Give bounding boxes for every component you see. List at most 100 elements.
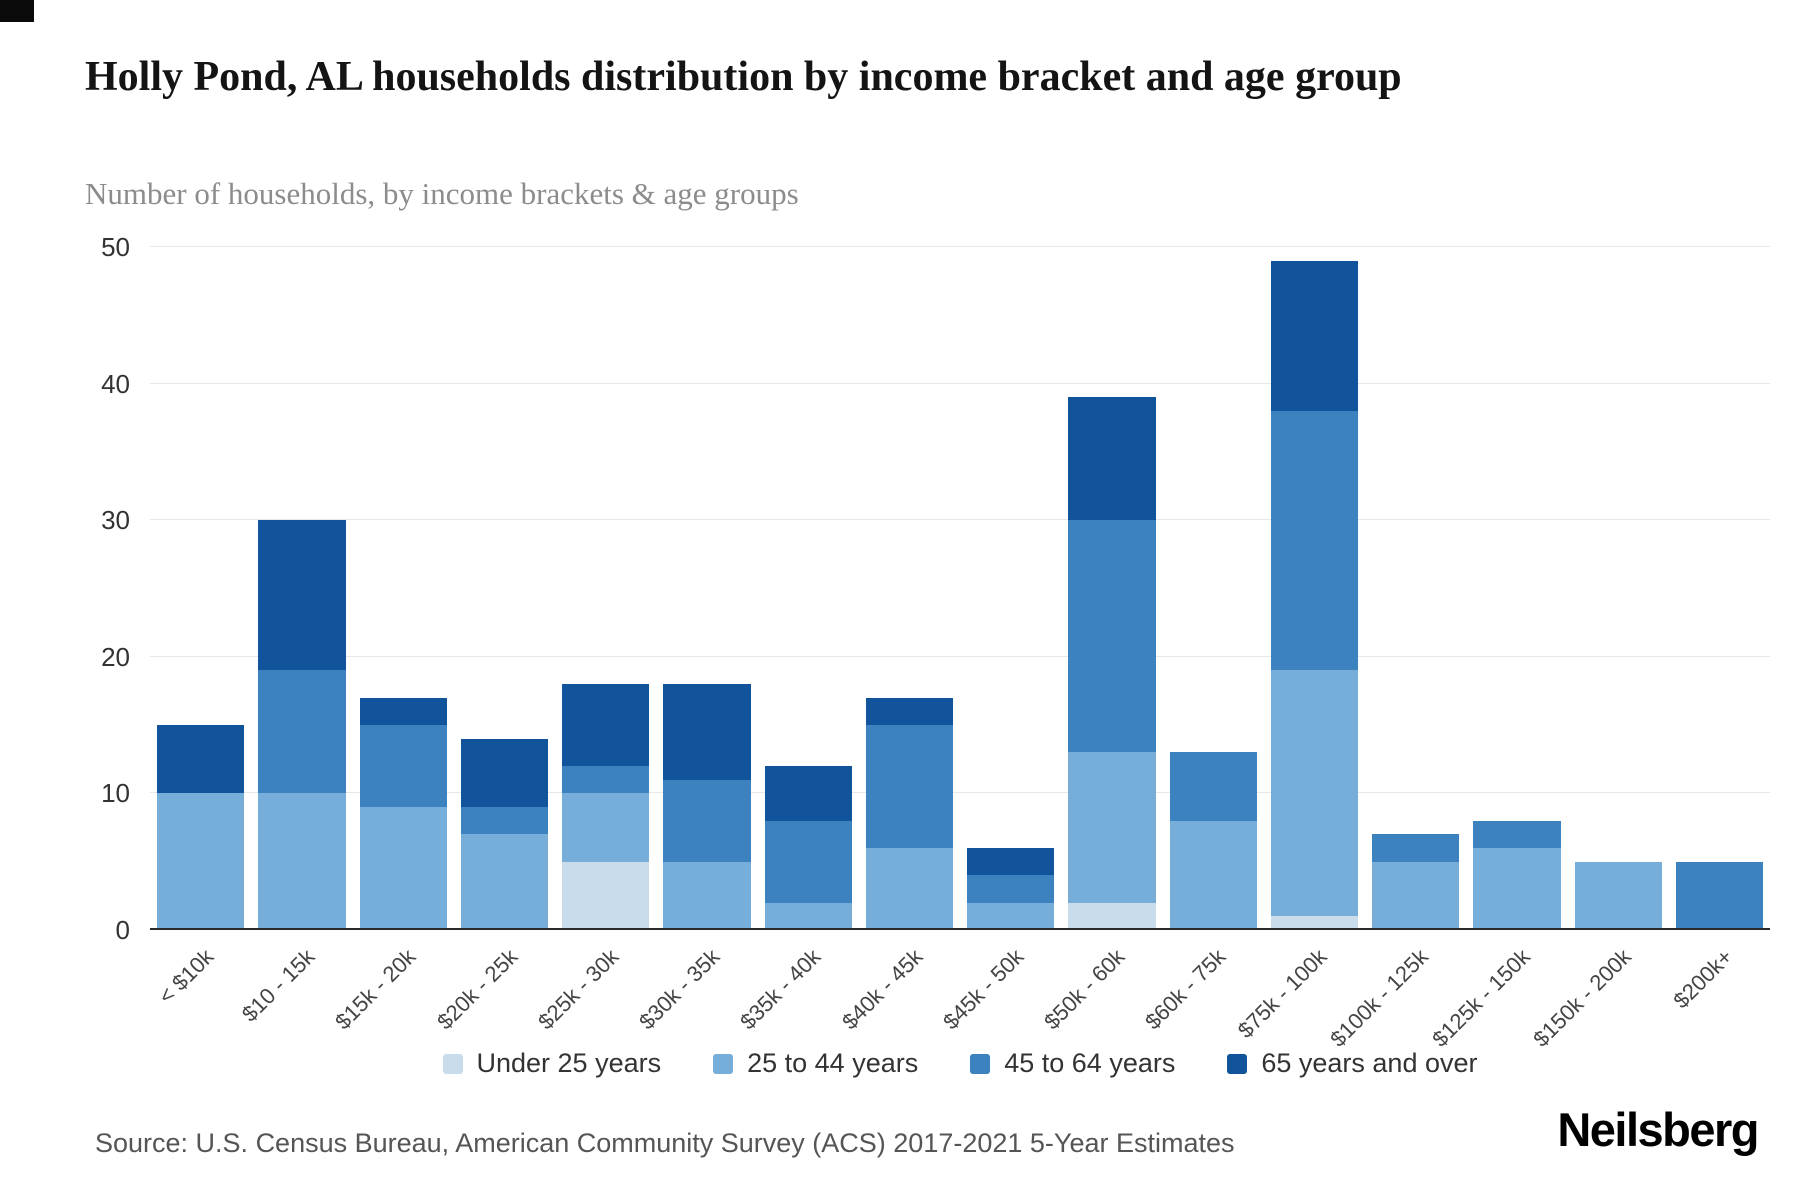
y-tick-label: 40 xyxy=(101,368,130,399)
x-tick-label: $100k - 125k xyxy=(1325,944,1434,1052)
legend-item[interactable]: Under 25 years xyxy=(442,1048,662,1079)
bars-container: < $10k $10 - 15k $15k - 20k $20k - 25k $25k … xyxy=(150,247,1770,1052)
bar-slot: $50k - 60k xyxy=(1039,247,1162,1034)
legend-label: 45 to 64 years xyxy=(1004,1048,1176,1078)
source-text: Source: U.S. Census Bureau, American Com… xyxy=(95,1128,1235,1158)
stacked-bar xyxy=(1473,820,1561,930)
bar-segment xyxy=(157,725,245,794)
bar-segment xyxy=(562,684,650,767)
bar-segment xyxy=(157,793,245,930)
legend-label: Under 25 years xyxy=(476,1048,662,1078)
y-tick-label: 50 xyxy=(101,232,130,262)
bar-slot: $40k - 45k xyxy=(837,247,960,1034)
x-tick-label: $10 - 15k xyxy=(237,944,320,1027)
legend-label: 25 to 44 years xyxy=(747,1048,919,1078)
bar-slot: $150k - 200k xyxy=(1528,247,1669,1052)
stacked-bar xyxy=(1574,861,1662,930)
bar-segment xyxy=(359,697,447,726)
gridline xyxy=(150,655,1770,657)
bar-segment xyxy=(967,875,1055,903)
stacked-bar xyxy=(663,684,751,930)
legend-item[interactable]: 65 years and over xyxy=(1227,1048,1478,1079)
bar-segment xyxy=(562,861,650,930)
bar-segment xyxy=(764,766,852,821)
stacked-bar xyxy=(1270,260,1358,930)
x-tick-label: $150k - 200k xyxy=(1528,944,1636,1052)
legend-swatch xyxy=(970,1053,991,1074)
legend-swatch xyxy=(713,1053,734,1074)
bar-segment xyxy=(1270,670,1358,917)
neilsberg-logo: Neilsberg xyxy=(1557,1103,1759,1156)
x-tick-label: $75k - 100k xyxy=(1233,944,1333,1043)
legend-item[interactable]: 45 to 64 years xyxy=(970,1048,1175,1079)
stacked-bar xyxy=(460,738,548,930)
stacked-bar xyxy=(1169,752,1257,930)
bar-segment xyxy=(460,807,548,835)
x-tick-label: $200k+ xyxy=(1667,944,1738,1014)
bar-segment xyxy=(562,766,650,794)
bar-segment xyxy=(1270,410,1358,671)
bar-segment xyxy=(1473,848,1561,930)
x-tick-label: $30k - 35k xyxy=(634,944,725,1035)
y-tick-label: 30 xyxy=(101,505,130,536)
stacked-bar xyxy=(865,697,953,930)
x-tick-label: $45k - 50k xyxy=(937,944,1029,1035)
bar-slot: $75k - 100k xyxy=(1233,247,1365,1043)
bar-segment xyxy=(1675,861,1763,930)
bar-segment xyxy=(1169,820,1257,930)
bar-segment xyxy=(865,697,953,726)
x-tick-label: $35k - 40k xyxy=(735,944,826,1035)
bar-slot: $125k - 150k xyxy=(1427,247,1567,1052)
bar-slot: $200k+ xyxy=(1668,247,1770,1013)
stacked-bar xyxy=(359,697,447,930)
legend-label: 65 years and over xyxy=(1261,1048,1478,1078)
legend-swatch xyxy=(1227,1053,1248,1074)
bar-segment xyxy=(359,725,447,808)
gridline xyxy=(150,382,1770,384)
stacked-bar xyxy=(1068,397,1156,930)
bar-slot: $20k - 25k xyxy=(432,247,555,1034)
gridline xyxy=(150,519,1770,521)
corner-mark xyxy=(0,0,34,22)
x-tick-label: $60k - 75k xyxy=(1140,944,1231,1035)
stacked-bar xyxy=(157,725,245,930)
stacked-bar xyxy=(1372,834,1460,930)
y-tick-label: 0 xyxy=(115,915,130,945)
bar-segment xyxy=(562,793,650,862)
bar-slot: $100k - 125k xyxy=(1326,247,1466,1052)
gridline xyxy=(150,246,1770,247)
stacked-bar xyxy=(562,684,650,930)
bar-segment xyxy=(663,779,751,862)
chart-title: Holly Pond, AL households distribution b… xyxy=(85,54,1402,100)
bar-segment xyxy=(1068,752,1156,903)
x-tick-label: $50k - 60k xyxy=(1039,944,1130,1035)
x-tick-label: $40k - 45k xyxy=(836,944,928,1035)
gridline xyxy=(150,792,1770,794)
stacked-bar xyxy=(967,848,1055,930)
bar-segment xyxy=(764,820,852,903)
bar-segment xyxy=(1068,397,1156,521)
bar-slot: $15k - 20k xyxy=(330,247,454,1034)
x-axis-line xyxy=(150,928,1770,930)
bar-segment xyxy=(967,902,1055,930)
bar-segment xyxy=(460,738,548,808)
x-tick-label: $20k - 25k xyxy=(431,944,523,1035)
bar-slot: $45k - 50k xyxy=(938,247,1061,1034)
bar-segment xyxy=(663,684,751,780)
stacked-bar xyxy=(764,766,852,930)
stacked-bar xyxy=(1675,861,1763,930)
bar-slot: $35k - 40k xyxy=(735,247,859,1034)
plot-area: < $10k $10 - 15k $15k - 20k $20k - 25k $25k … xyxy=(101,232,1770,1052)
bar-segment xyxy=(1068,520,1156,753)
bar-slot: < $10k xyxy=(150,247,251,1009)
legend-item[interactable]: 25 to 44 years xyxy=(713,1048,918,1079)
bar-slot: $25k - 30k xyxy=(533,247,656,1034)
x-tick-label: $25k - 30k xyxy=(532,944,624,1035)
bar-segment xyxy=(1372,834,1460,862)
bar-slot: $30k - 35k xyxy=(634,247,757,1034)
chart-subtitle: Number of households, by income brackets… xyxy=(85,176,799,211)
bar-slot: $60k - 75k xyxy=(1140,247,1264,1034)
y-tick-label: 10 xyxy=(101,778,130,809)
bar-segment xyxy=(1473,820,1561,849)
